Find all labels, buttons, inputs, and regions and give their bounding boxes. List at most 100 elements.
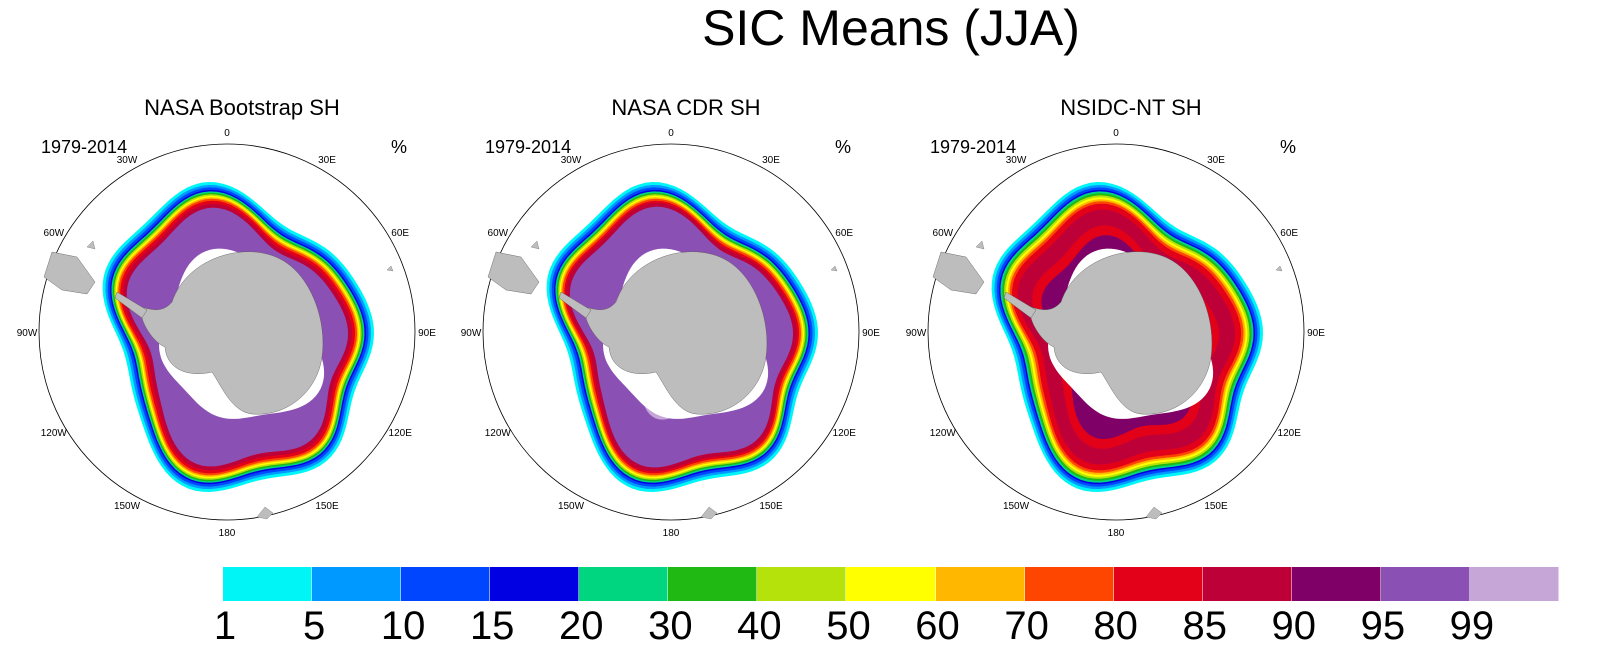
map-group: 0 30E 60E 90E 120E 150E 180 150W 120W 90W 60W 30W [17,128,437,539]
longitude-label: 60E [391,228,409,239]
longitude-label: 30E [1207,155,1225,166]
longitude-label: 150E [1204,501,1228,512]
longitude-label: 120W [930,428,957,439]
colorbar-tick-label: 70 [1004,604,1049,648]
south-america-tip [487,251,540,295]
colorbar-box-13 [1380,567,1470,601]
antarctica-landmass [1029,251,1213,415]
colorbar-tick-label: 85 [1182,604,1227,648]
map-group: 0 30E 60E 90E 120E 150E 180 150W 120W 90W 60W 30W [906,128,1326,539]
longitude-label: 180 [663,528,680,539]
colorbar-box-14 [1469,567,1559,601]
antarctica-landmass [584,251,768,415]
longitude-label: 120E [1278,428,1302,439]
colorbar-tick-label: 99 [1449,604,1495,648]
colorbar-tick-label: 60 [915,604,960,648]
colorbar-tick-label: 15 [469,604,515,648]
colorbar-box-12 [1291,567,1381,601]
longitude-label: 150W [558,501,585,512]
unit-label: % [835,137,852,157]
antarctic-peninsula [558,291,592,319]
longitude-label: 30W [117,155,138,166]
figure-title: SIC Means (JJA) [702,0,1080,56]
longitude-label: 150E [759,501,783,512]
unit-label: % [1280,137,1297,157]
longitude-label: 90E [1307,328,1325,339]
falkland-islands [975,240,985,250]
colorbar-tick-label: 1 [213,604,237,648]
longitude-label: 90W [461,328,482,339]
longitude-label: 60W [44,228,65,239]
colorbar-box-8 [935,567,1025,601]
period-label: 1979-2014 [930,137,1017,157]
panel-title: NASA CDR SH [611,95,761,120]
falkland-islands [86,240,96,250]
colorbar-box-0 [223,567,313,601]
longitude-label: 120W [41,428,68,439]
antarctic-peninsula [114,291,148,319]
colorbar-box-7 [846,567,936,601]
panel-nsidc-nt: NSIDC-NT SH 1979-2014 % 0 30E 60E 90E 120E 15… [896,0,1366,560]
longitude-label: 150W [1003,501,1030,512]
kerguelen-island [830,265,838,272]
longitude-label: 0 [1113,128,1119,139]
longitude-label: 120E [833,428,857,439]
polar-map: 0 30E 60E 90E 120E 150E 180 150W 120W 90W 60W 30W [906,128,1326,539]
longitude-label: 60E [835,228,853,239]
longitude-label: 60W [933,228,954,239]
longitude-label: 0 [224,128,230,139]
colorbar-tick-label: 50 [826,604,871,648]
longitude-label: 180 [1108,528,1125,539]
colorbar-box-4 [579,567,669,601]
longitude-label: 30W [1006,155,1027,166]
colorbar-box-6 [757,567,847,601]
colorbar-tick-label: 30 [648,604,693,648]
period-label: 1979-2014 [41,137,128,157]
colorbar-tick-label: 20 [559,604,604,648]
colorbar-tick-label: 90 [1271,604,1317,648]
south-america-tip [932,251,985,295]
colorbar [223,567,1559,601]
longitude-label: 0 [668,128,674,139]
longitude-label: 180 [219,528,236,539]
colorbar-box-11 [1202,567,1292,601]
colorbar-tick-label: 10 [380,604,426,648]
map-group: 0 30E 60E 90E 120E 150E 180 150W 120W 90W 60W 30W [461,128,881,539]
colorbar-tick-label: 80 [1093,604,1138,648]
panel-nasa-cdr: NASA CDR SH 1979-2014 % 0 30E 60E 90E 120E 15… [451,0,921,560]
panel-title: NASA Bootstrap SH [144,95,340,120]
kerguelen-island [1275,265,1283,272]
colorbar-tick-label: 40 [737,604,782,648]
colorbar-box-5 [668,567,758,601]
longitude-label: 90E [418,328,436,339]
longitude-label: 150W [114,501,141,512]
longitude-label: 90W [906,328,927,339]
longitude-label: 90W [17,328,38,339]
colorbar-box-2 [401,567,491,601]
new-zealand-tip [700,506,718,520]
colorbar-tick-label: 95 [1360,604,1406,648]
unit-label: % [391,137,408,157]
new-zealand-tip [1145,506,1163,520]
longitude-label: 30E [318,155,336,166]
polar-map: 0 30E 60E 90E 120E 150E 180 150W 120W 90W 60W 30W [461,128,881,539]
colorbar-box-1 [312,567,402,601]
longitude-label: 90E [862,328,880,339]
south-america-tip [43,251,96,295]
longitude-label: 120W [485,428,512,439]
antarctic-peninsula [1003,291,1037,319]
antarctica-landmass [140,251,324,415]
polar-map: 0 30E 60E 90E 120E 150E 180 150W 120W 90W 60W 30W [17,128,437,539]
colorbar-box-3 [490,567,580,601]
kerguelen-island [386,265,394,272]
panel-title: NSIDC-NT SH [1060,95,1202,120]
longitude-label: 150E [315,501,339,512]
panel-nasa-bootstrap: NASA Bootstrap SH 1979-2014 % 0 30E 60E 90E… [7,0,477,560]
colorbar-box-9 [1024,567,1114,601]
longitude-label: 120E [389,428,413,439]
colorbar-box-10 [1113,567,1203,601]
period-label: 1979-2014 [485,137,572,157]
longitude-label: 30W [561,155,582,166]
longitude-label: 60W [488,228,509,239]
longitude-label: 30E [762,155,780,166]
